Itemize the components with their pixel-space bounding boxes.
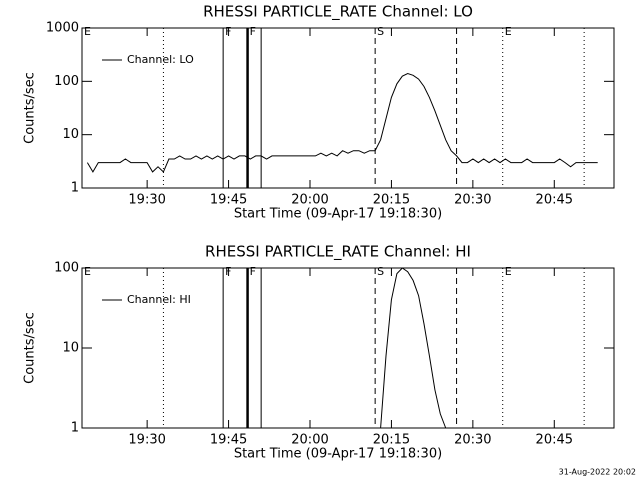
y-axis-label: Counts/sec — [23, 312, 38, 384]
x-tick-label: 20:45 — [536, 193, 573, 208]
x-tick-label: 20:00 — [291, 433, 328, 448]
flag-label: E — [84, 265, 91, 278]
chart-title: RHESSI PARTICLE_RATE Channel: HI — [205, 243, 471, 262]
data-line — [380, 267, 447, 429]
x-tick-label: 20:30 — [454, 193, 491, 208]
x-tick-label: 20:15 — [373, 433, 410, 448]
x-tick-label: 20:15 — [373, 193, 410, 208]
x-tick-label: 20:00 — [291, 193, 328, 208]
flag-label: E — [505, 265, 512, 278]
x-tick-label: 19:45 — [210, 193, 247, 208]
y-tick-label: 10 — [62, 127, 79, 142]
x-axis-label: Start Time (09-Apr-17 19:18:30) — [234, 207, 442, 222]
chart-title: RHESSI PARTICLE_RATE Channel: LO — [203, 3, 473, 22]
data-line — [86, 72, 598, 173]
y-tick-label: 10 — [62, 341, 79, 356]
x-tick-label: 20:30 — [454, 433, 491, 448]
footer: 31-Aug-2022 20:02 — [559, 468, 636, 477]
y-tick-label: 100 — [54, 74, 79, 89]
x-tick-label: 19:30 — [128, 433, 165, 448]
x-tick-label: 19:45 — [210, 433, 247, 448]
flag-label: F — [225, 265, 231, 278]
flag-label: E — [505, 25, 512, 38]
legend-label: Channel: HI — [127, 293, 191, 306]
y-tick-label: 1000 — [46, 21, 79, 36]
flag-label: F — [250, 25, 256, 38]
x-axis-label: Start Time (09-Apr-17 19:18:30) — [234, 447, 442, 462]
flag-label: E — [84, 25, 91, 38]
flag-label: F — [225, 25, 231, 38]
flag-label: S — [377, 25, 384, 38]
x-tick-label: 19:30 — [128, 193, 165, 208]
legend-label: Channel: LO — [127, 53, 194, 66]
y-tick-label: 100 — [54, 261, 79, 276]
y-tick-label: 1 — [71, 181, 79, 196]
plot-frame — [81, 27, 615, 189]
y-axis-label: Counts/sec — [23, 72, 38, 144]
flag-label: F — [250, 265, 256, 278]
x-tick-label: 20:45 — [536, 433, 573, 448]
flag-label: S — [377, 265, 384, 278]
y-tick-label: 1 — [71, 421, 79, 436]
